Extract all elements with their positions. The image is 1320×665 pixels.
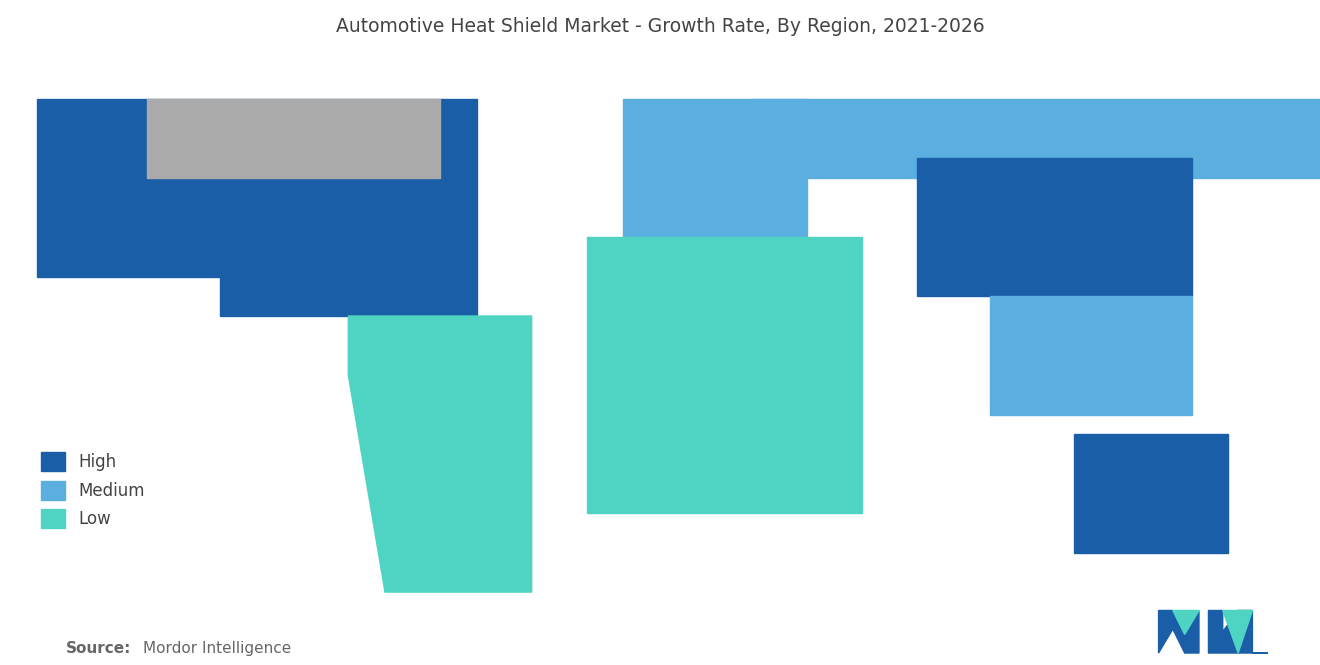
Legend: High, Medium, Low: High, Medium, Low: [34, 446, 152, 535]
Text: Automotive Heat Shield Market - Growth Rate, By Region, 2021-2026: Automotive Heat Shield Market - Growth R…: [335, 17, 985, 36]
Text: Source:: Source:: [66, 641, 132, 656]
Polygon shape: [990, 297, 1192, 414]
Polygon shape: [348, 316, 532, 592]
Polygon shape: [1222, 610, 1253, 653]
Polygon shape: [1209, 610, 1267, 653]
Polygon shape: [1172, 610, 1199, 634]
Polygon shape: [147, 99, 440, 178]
Polygon shape: [916, 158, 1192, 297]
Polygon shape: [37, 99, 477, 316]
Polygon shape: [586, 237, 862, 513]
Polygon shape: [1159, 610, 1199, 653]
Polygon shape: [751, 99, 1320, 178]
Polygon shape: [1074, 434, 1229, 553]
Polygon shape: [623, 99, 807, 237]
Text: Mordor Intelligence: Mordor Intelligence: [143, 641, 290, 656]
